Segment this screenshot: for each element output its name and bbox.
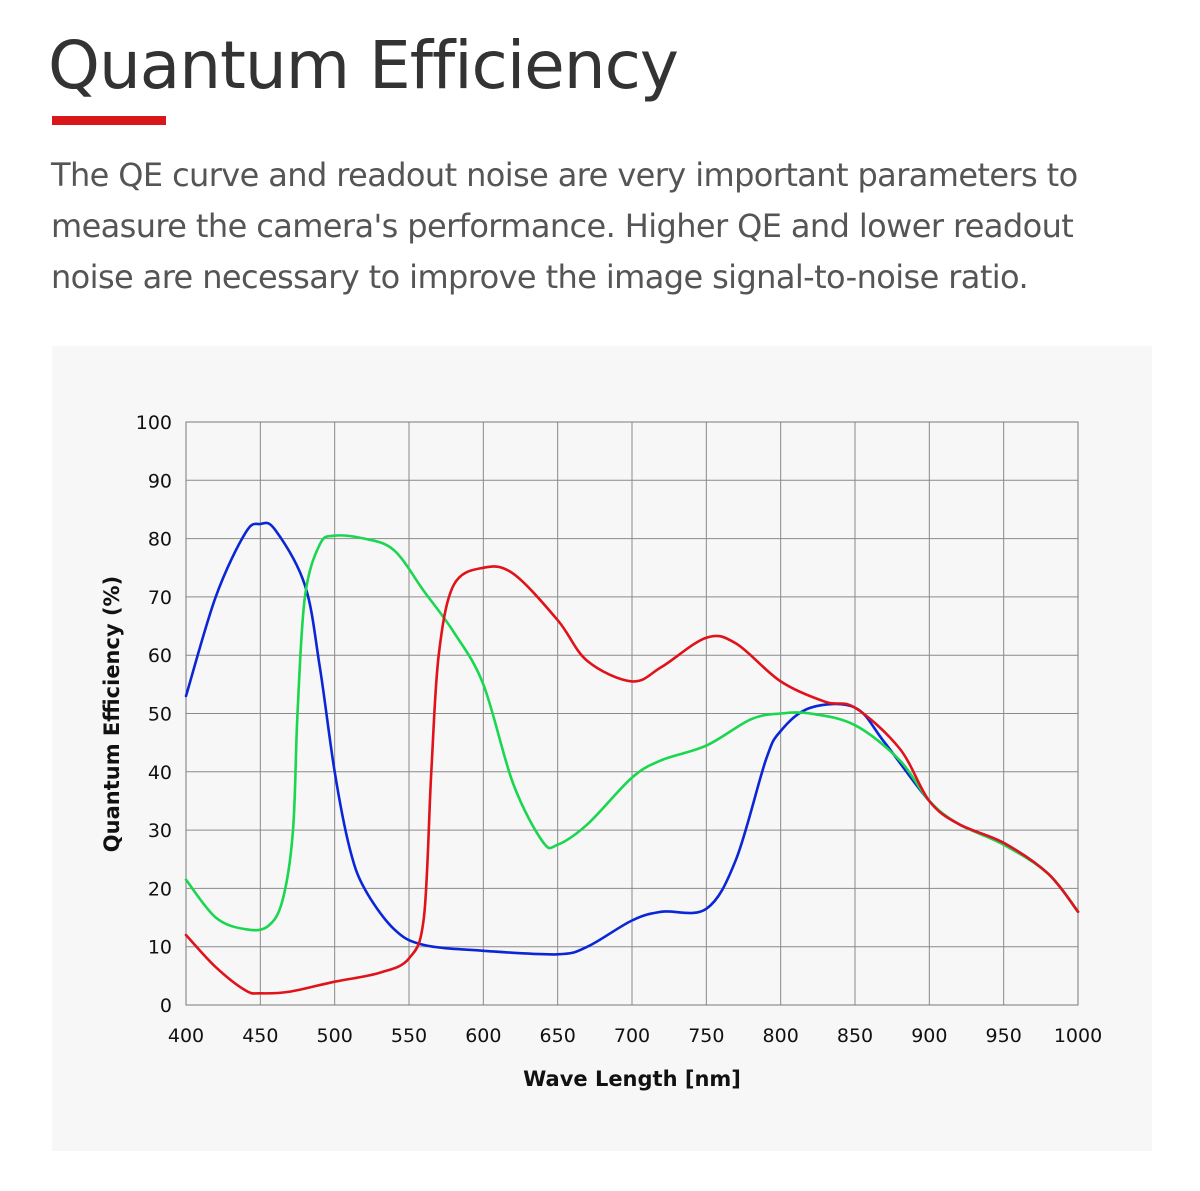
x-tick-label: 450 (242, 1025, 278, 1047)
series-line (184, 521, 1080, 956)
series-line (184, 565, 1080, 995)
x-tick-label: 750 (688, 1025, 724, 1047)
x-tick-label: 550 (391, 1025, 427, 1047)
x-tick-label: 700 (614, 1025, 650, 1047)
y-tick-label: 30 (148, 820, 172, 842)
x-tick-label: 500 (317, 1025, 353, 1047)
plot-frame (185, 421, 1079, 1006)
page-title: Quantum Efficiency (48, 27, 679, 104)
x-tick-label: 400 (168, 1025, 204, 1047)
title-accent-bar (52, 116, 166, 125)
y-tick-label: 70 (148, 587, 172, 609)
series-line (184, 534, 1080, 932)
x-tick-label: 650 (540, 1025, 576, 1047)
tick-labels: 400 450 500 550 600 650 700 750 800 850 900 950 1000… (136, 412, 1102, 1047)
y-tick-label: 20 (148, 878, 172, 900)
y-tick-label: 40 (148, 762, 172, 784)
intro-paragraph: The QE curve and readout noise are very … (51, 156, 1078, 296)
x-tick-label: 900 (911, 1025, 947, 1047)
chart-panel: 400 450 500 550 600 650 700 750 800 850 900 950 1000… (52, 346, 1152, 1151)
series-layer (184, 521, 1080, 995)
x-tick-label: 1000 (1054, 1025, 1102, 1047)
y-tick-label: 100 (136, 412, 172, 434)
y-tick-label: 10 (148, 937, 172, 959)
x-tick-label: 600 (465, 1025, 501, 1047)
y-tick-label: 0 (160, 995, 172, 1017)
x-tick-label: 950 (986, 1025, 1022, 1047)
y-tick-label: 90 (148, 470, 172, 492)
y-tick-label: 80 (148, 529, 172, 551)
y-axis-title: Quantum Efficiency (%) (100, 576, 124, 852)
qe-chart: 400 450 500 550 600 650 700 750 800 850 900 950 1000… (52, 346, 1152, 1151)
x-axis-title: Wave Length [nm] (523, 1067, 741, 1091)
grid (185, 421, 1079, 1006)
y-tick-label: 60 (148, 645, 172, 667)
y-tick-label: 50 (148, 704, 172, 726)
x-tick-label: 800 (763, 1025, 799, 1047)
x-tick-label: 850 (837, 1025, 873, 1047)
